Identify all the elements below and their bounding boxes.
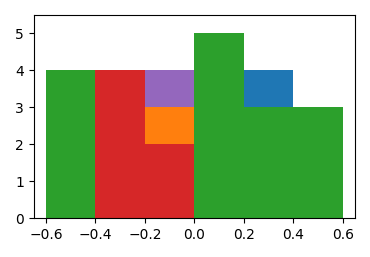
Bar <box>194 70 244 218</box>
Bar <box>46 70 95 218</box>
Bar <box>95 144 145 218</box>
Bar <box>46 181 95 218</box>
Bar <box>145 70 194 218</box>
Bar <box>244 107 293 218</box>
Bar <box>46 181 95 218</box>
Bar <box>244 144 293 218</box>
Bar <box>293 144 343 218</box>
Bar <box>194 33 244 218</box>
Bar <box>293 144 343 218</box>
Bar <box>293 107 343 218</box>
Bar <box>244 70 293 218</box>
Bar <box>145 144 194 218</box>
Bar <box>95 107 145 218</box>
Bar <box>145 107 194 218</box>
Bar <box>194 70 244 218</box>
Bar <box>293 181 343 218</box>
Bar <box>95 70 145 218</box>
Bar <box>244 70 293 218</box>
